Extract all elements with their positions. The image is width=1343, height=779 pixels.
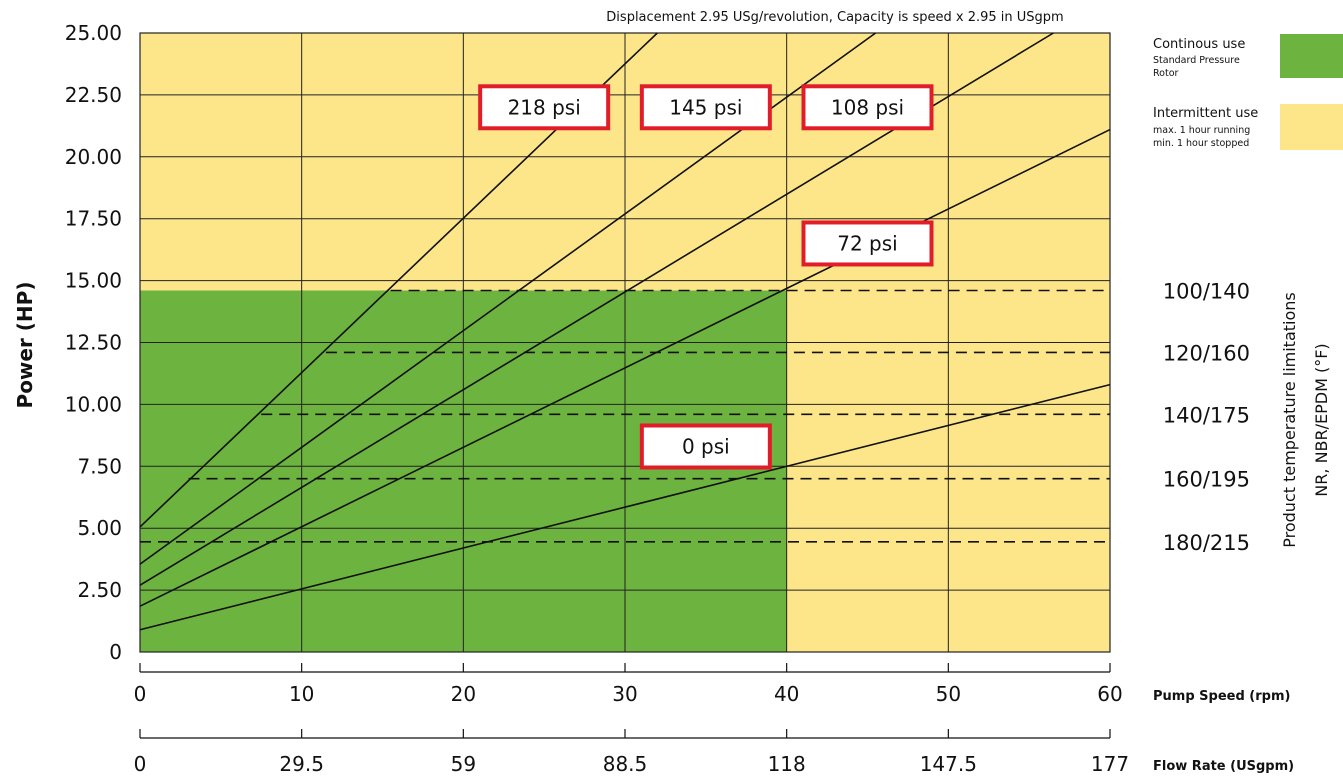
- y-tick-label-0: 0: [109, 640, 122, 664]
- x-tick-label-40: 40: [774, 682, 799, 706]
- series-label-box-0-psi: [639, 423, 772, 470]
- y-tick-label-12-50: 12.50: [65, 331, 122, 355]
- series-label-145-psi: 145 psi: [669, 95, 742, 119]
- legend-sub-continuous-2: Rotor: [1153, 68, 1179, 79]
- x-tick-label-0: 0: [134, 682, 147, 706]
- y-tick-label-25-00: 25.00: [65, 21, 122, 45]
- x-tick-label-30: 30: [612, 682, 637, 706]
- x-tick-label-60: 60: [1097, 682, 1122, 706]
- temperature-title-line1: Product temperature limitations: [1280, 292, 1299, 547]
- top-note: Displacement 2.95 USg/revolution, Capaci…: [606, 10, 1063, 25]
- y-tick-label-5-00: 5.00: [77, 516, 122, 540]
- temperature-limit-label-160-195: 160/195: [1163, 468, 1250, 492]
- plot-frame: [139, 32, 1111, 653]
- legend-swatch-continuous: [1280, 34, 1343, 78]
- series-label-box-218-psi: [478, 84, 611, 131]
- x-axis-title: Pump Speed (rpm): [1153, 689, 1290, 704]
- legend-sub-continuous-1: Standard Pressure: [1153, 55, 1240, 66]
- temperature-title-line2: NR, NBR/EPDM (°F): [1312, 343, 1331, 496]
- x2-tick-label-147-5: 147.5: [920, 752, 977, 776]
- legend-title-intermittent: Intermittent use: [1153, 106, 1258, 121]
- series-label-box-108-psi: [801, 84, 934, 131]
- x2-tick-label-118: 118: [768, 752, 806, 776]
- x-tick-label-50: 50: [936, 682, 961, 706]
- y-tick-label-2-50: 2.50: [77, 578, 122, 602]
- legend-title-continuous: Continous use: [1153, 37, 1245, 52]
- legend: Continous use Standard Pressure Rotor In…: [1153, 34, 1343, 150]
- x2-tick-label-0: 0: [134, 752, 147, 776]
- series-label-0-psi: 0 psi: [682, 434, 730, 458]
- x2-axis-title: Flow Rate (USgpm): [1153, 759, 1294, 774]
- series-label-72-psi: 72 psi: [837, 231, 897, 255]
- legend-sub-intermittent-1: max. 1 hour running: [1153, 125, 1250, 136]
- temperature-limit-label-140-175: 140/175: [1163, 403, 1250, 427]
- axis-layer: 0 2.50 5.00 7.50 10.00 12.50 15.00 17.50 20.00 22…: [65, 21, 1129, 776]
- x2-tick-label-29-5: 29.5: [279, 752, 324, 776]
- series-label-box-72-psi: [801, 220, 934, 267]
- y-tick-label-7-50: 7.50: [77, 454, 122, 478]
- series-label-108-psi: 108 psi: [831, 95, 904, 119]
- temperature-limit-label-120-160: 120/160: [1163, 341, 1250, 365]
- x-tick-label-20: 20: [451, 682, 476, 706]
- y-tick-label-22-50: 22.50: [65, 83, 122, 107]
- series-label-layer: 0 psi 72 psi 108 psi 145 psi 218 psi: [478, 84, 934, 470]
- y-tick-label-20-00: 20.00: [65, 145, 122, 169]
- y-tick-label-15-00: 15.00: [65, 269, 122, 293]
- y-tick-label-10-00: 10.00: [65, 392, 122, 416]
- temperature-limit-label-180-215: 180/215: [1163, 531, 1250, 555]
- temperature-limit-lines: 100/140 120/160 140/175 160/195 180/215: [140, 280, 1250, 555]
- x-tick-label-10: 10: [289, 682, 314, 706]
- series-line-0-psi: [139, 383, 1111, 631]
- y-tick-label-17-50: 17.50: [65, 207, 122, 231]
- legend-swatch-intermittent: [1280, 104, 1343, 150]
- series-label-218-psi: 218 psi: [508, 95, 581, 119]
- grid-layer: [139, 32, 1111, 653]
- x2-tick-label-59: 59: [451, 752, 476, 776]
- y-axis-title: Power (HP): [13, 282, 37, 409]
- x2-tick-label-88-5: 88.5: [603, 752, 648, 776]
- x2-tick-label-177: 177: [1091, 752, 1129, 776]
- series-line-72-psi: [139, 128, 1111, 607]
- series-label-box-145-psi: [639, 84, 772, 131]
- temperature-limit-label-100-140: 100/140: [1163, 280, 1250, 304]
- legend-sub-intermittent-2: min. 1 hour stopped: [1153, 138, 1249, 149]
